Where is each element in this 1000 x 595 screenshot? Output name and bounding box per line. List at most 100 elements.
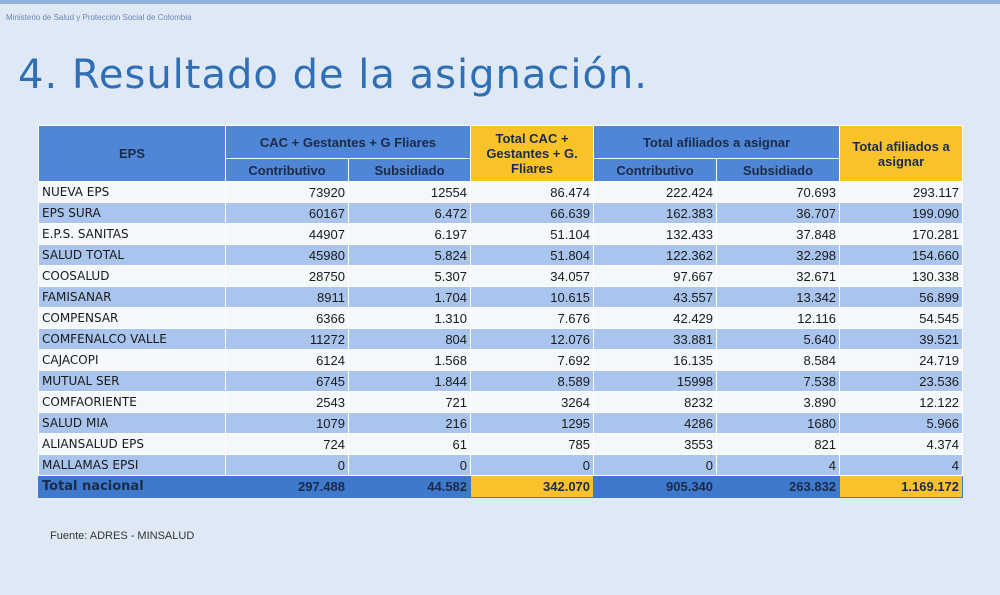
- total-afiliados-cell: 56.899: [839, 286, 964, 308]
- table-body: NUEVA EPS 73920 12554 86.474 222.424 70.693 29…: [38, 181, 964, 498]
- afil-contributivo-cell: 0: [593, 454, 718, 476]
- col-header-cac-subsidiado: Subsidiado: [347, 158, 472, 182]
- cac-contributivo-cell: 724: [225, 433, 349, 455]
- table-row: COOSALUD 28750 5.307 34.057 97.667 32.671 130.…: [38, 265, 964, 287]
- eps-name-cell: CAJACOPI: [38, 349, 226, 371]
- total-cac-cell: 1295: [470, 412, 595, 434]
- cac-contributivo-cell: 6745: [225, 370, 349, 392]
- afil-subsidiado-cell: 32.671: [716, 265, 841, 287]
- cac-subsidiado-cell: 1.310: [347, 307, 472, 329]
- cac-subsidiado-cell: 6.197: [347, 223, 472, 245]
- total-cac-cell: 86.474: [470, 181, 595, 203]
- cac-subsidiado-cell: 6.472: [347, 202, 472, 224]
- afil-contributivo-cell: 97.667: [593, 265, 718, 287]
- total-afiliados-cell: 130.338: [839, 265, 964, 287]
- afil-subsidiado-cell: 821: [716, 433, 841, 455]
- total-cac-cell: 8.589: [470, 370, 595, 392]
- eps-name-cell: MUTUAL SER: [38, 370, 226, 392]
- cac-contributivo-cell: 6124: [225, 349, 349, 371]
- afil-contributivo-cell: 43.557: [593, 286, 718, 308]
- afil-contributivo-cell: 8232: [593, 391, 718, 413]
- total-cac-cell: 7.692: [470, 349, 595, 371]
- afil-subsidiado-cell: 1680: [716, 412, 841, 434]
- afil-subsidiado-cell: 7.538: [716, 370, 841, 392]
- total-afiliados-cell: 39.521: [839, 328, 964, 350]
- col-header-total-cac: Total CAC + Gestantes + G. Fliares: [470, 125, 595, 182]
- afil-subsidiado-cell: 5.640: [716, 328, 841, 350]
- table-row: CAJACOPI 6124 1.568 7.692 16.135 8.584 24.719: [38, 349, 964, 371]
- afil-subsidiado-cell: 36.707: [716, 202, 841, 224]
- afil-contributivo-cell: 122.362: [593, 244, 718, 266]
- col-header-total-afiliados: Total afiliados a asignar: [839, 125, 964, 182]
- afil-contributivo-cell: 33.881: [593, 328, 718, 350]
- eps-name-cell: FAMISANAR: [38, 286, 226, 308]
- total-afiliados-cell: 4: [839, 454, 964, 476]
- cac-subsidiado-cell: 216: [347, 412, 472, 434]
- table-row: MUTUAL SER 6745 1.844 8.589 15998 7.538 23.536: [38, 370, 964, 392]
- total-cac-cell: 34.057: [470, 265, 595, 287]
- eps-name-cell: COOSALUD: [38, 265, 226, 287]
- total-cac-cell: 10.615: [470, 286, 595, 308]
- total-afiliados-cell: 154.660: [839, 244, 964, 266]
- assignment-table: EPS CAC + Gestantes + G Fliares Total CA…: [38, 125, 964, 498]
- total-cac-cell: 3264: [470, 391, 595, 413]
- total-afiliados-cell: 23.536: [839, 370, 964, 392]
- cac-subsidiado-cell: 61: [347, 433, 472, 455]
- afil-contributivo-cell: 3553: [593, 433, 718, 455]
- col-header-afil-contributivo: Contributivo: [593, 158, 718, 182]
- cac-contributivo-cell: 0: [225, 454, 349, 476]
- afil-contributivo-cell: 132.433: [593, 223, 718, 245]
- cac-subsidiado-cell: 12554: [347, 181, 472, 203]
- total-cac-cell: 785: [470, 433, 595, 455]
- col-header-cac-contributivo: Contributivo: [225, 158, 349, 182]
- cac-contributivo-cell: 73920: [225, 181, 349, 203]
- cac-contributivo-cell: 8911: [225, 286, 349, 308]
- cac-subsidiado-cell: 5.824: [347, 244, 472, 266]
- table-row: COMFAORIENTE 2543 721 3264 8232 3.890 12.122: [38, 391, 964, 413]
- total-cac-contributivo: 297.488: [225, 475, 349, 498]
- eps-name-cell: SALUD MIA: [38, 412, 226, 434]
- total-cac-cell: 51.804: [470, 244, 595, 266]
- cac-contributivo-cell: 2543: [225, 391, 349, 413]
- eps-name-cell: COMFAORIENTE: [38, 391, 226, 413]
- eps-name-cell: NUEVA EPS: [38, 181, 226, 203]
- afil-subsidiado-cell: 4: [716, 454, 841, 476]
- table-row: SALUD TOTAL 45980 5.824 51.804 122.362 32.298…: [38, 244, 964, 266]
- cac-subsidiado-cell: 1.568: [347, 349, 472, 371]
- slide-title: 4. Resultado de la asignación.: [18, 52, 648, 98]
- cac-subsidiado-cell: 1.844: [347, 370, 472, 392]
- cac-contributivo-cell: 11272: [225, 328, 349, 350]
- afil-subsidiado-cell: 8.584: [716, 349, 841, 371]
- top-border: [0, 0, 1000, 4]
- eps-name-cell: COMPENSAR: [38, 307, 226, 329]
- cac-contributivo-cell: 44907: [225, 223, 349, 245]
- eps-name-cell: MALLAMAS EPSI: [38, 454, 226, 476]
- afil-subsidiado-cell: 70.693: [716, 181, 841, 203]
- source-note: Fuente: ADRES - MINSALUD: [50, 530, 195, 542]
- table-row: E.P.S. SANITAS 44907 6.197 51.104 132.433 37.…: [38, 223, 964, 245]
- total-afiliados-cell: 170.281: [839, 223, 964, 245]
- cac-subsidiado-cell: 1.704: [347, 286, 472, 308]
- total-afiliados-cell: 5.966: [839, 412, 964, 434]
- eps-name-cell: EPS SURA: [38, 202, 226, 224]
- afil-subsidiado-cell: 3.890: [716, 391, 841, 413]
- afil-subsidiado-cell: 37.848: [716, 223, 841, 245]
- afil-subsidiado-cell: 12.116: [716, 307, 841, 329]
- total-row: Total nacional 297.488 44.582 342.070 90…: [38, 475, 964, 498]
- total-afiliados-cell: 24.719: [839, 349, 964, 371]
- cac-subsidiado-cell: 0: [347, 454, 472, 476]
- cac-contributivo-cell: 60167: [225, 202, 349, 224]
- table-row: NUEVA EPS 73920 12554 86.474 222.424 70.693 29…: [38, 181, 964, 203]
- table-row: SALUD MIA 1079 216 1295 4286 1680 5.966: [38, 412, 964, 434]
- total-total-afiliados: 1.169.172: [839, 475, 964, 498]
- group-header-cac: CAC + Gestantes + G Fliares: [224, 125, 472, 159]
- eps-name-cell: ALIANSALUD EPS: [38, 433, 226, 455]
- total-label: Total nacional: [38, 475, 226, 498]
- total-total-cac: 342.070: [470, 475, 595, 498]
- total-afiliados-cell: 54.545: [839, 307, 964, 329]
- table-row: EPS SURA 60167 6.472 66.639 162.383 36.707 199…: [38, 202, 964, 224]
- total-cac-cell: 66.639: [470, 202, 595, 224]
- ministry-header: Ministerio de Salud y Protección Social …: [6, 13, 192, 22]
- cac-contributivo-cell: 6366: [225, 307, 349, 329]
- afil-contributivo-cell: 162.383: [593, 202, 718, 224]
